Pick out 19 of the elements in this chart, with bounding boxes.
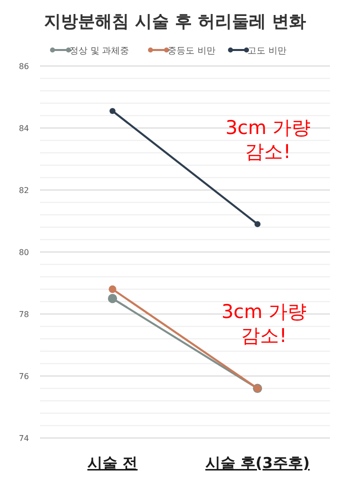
x-tick-label: 시술 후(3주후) [205, 454, 310, 472]
annotation: 3cm 가량 감소! [225, 117, 311, 163]
x-tick-label: 시술 전 [87, 454, 138, 472]
y-tick-label: 84 [18, 124, 29, 133]
y-tick-label: 80 [18, 248, 29, 257]
legend-label: 정상 및 과체중 [70, 46, 130, 56]
point [108, 285, 116, 293]
y-tick-label: 82 [18, 186, 29, 195]
y-tick-label: 76 [18, 372, 29, 381]
legend-label: 고도 비만 [248, 46, 286, 56]
point [110, 108, 116, 114]
y-tick-label: 74 [18, 434, 29, 443]
y-tick-label: 86 [18, 62, 29, 71]
legend-label: 중등도 비만 [168, 46, 216, 56]
y-tick-label: 78 [18, 310, 29, 319]
point [108, 294, 118, 304]
annotation: 3cm 가량 감소! [221, 301, 307, 347]
point [254, 221, 260, 228]
chart-title: 지방분해침 시술 후 허리둘레 변화 [44, 12, 306, 32]
